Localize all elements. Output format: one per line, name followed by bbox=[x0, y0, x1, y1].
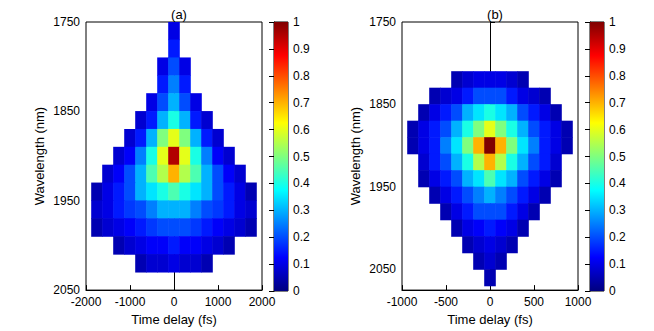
svg-text:0: 0 bbox=[487, 295, 494, 309]
svg-text:0: 0 bbox=[293, 284, 300, 298]
svg-text:0.8: 0.8 bbox=[609, 69, 626, 83]
svg-text:1850: 1850 bbox=[369, 97, 396, 111]
svg-text:Time delay (fs): Time delay (fs) bbox=[131, 312, 216, 327]
svg-text:0.7: 0.7 bbox=[293, 96, 310, 110]
svg-text:-1000: -1000 bbox=[115, 295, 146, 309]
svg-text:1: 1 bbox=[293, 15, 300, 29]
svg-text:1: 1 bbox=[609, 15, 616, 29]
svg-text:1850: 1850 bbox=[53, 104, 80, 118]
svg-text:2000: 2000 bbox=[249, 295, 276, 309]
svg-text:1000: 1000 bbox=[205, 295, 232, 309]
svg-text:0.5: 0.5 bbox=[609, 150, 626, 164]
svg-text:0.6: 0.6 bbox=[293, 123, 310, 137]
svg-text:-1000: -1000 bbox=[387, 295, 418, 309]
svg-text:2050: 2050 bbox=[369, 262, 396, 276]
svg-text:0.1: 0.1 bbox=[609, 257, 626, 271]
svg-text:0.1: 0.1 bbox=[293, 257, 310, 271]
svg-text:0: 0 bbox=[171, 295, 178, 309]
svg-text:1950: 1950 bbox=[369, 180, 396, 194]
svg-text:0.6: 0.6 bbox=[609, 123, 626, 137]
svg-text:0.4: 0.4 bbox=[609, 176, 626, 190]
svg-text:2050: 2050 bbox=[53, 283, 80, 298]
svg-text:0.2: 0.2 bbox=[609, 230, 626, 244]
svg-text:0.2: 0.2 bbox=[293, 230, 310, 244]
svg-text:(a): (a) bbox=[171, 7, 187, 22]
svg-text:0.9: 0.9 bbox=[609, 42, 626, 56]
svg-text:Wavelength (nm): Wavelength (nm) bbox=[32, 107, 47, 206]
svg-text:500: 500 bbox=[524, 295, 544, 309]
svg-text:(b): (b) bbox=[487, 7, 503, 22]
svg-text:-2000: -2000 bbox=[71, 295, 102, 309]
svg-text:0.9: 0.9 bbox=[293, 42, 310, 56]
svg-text:0.3: 0.3 bbox=[609, 203, 626, 217]
svg-text:0.3: 0.3 bbox=[293, 203, 310, 217]
svg-text:1000: 1000 bbox=[565, 295, 592, 309]
svg-text:0.8: 0.8 bbox=[293, 69, 310, 83]
svg-text:Wavelength (nm): Wavelength (nm) bbox=[348, 107, 363, 206]
svg-text:Time delay (fs): Time delay (fs) bbox=[447, 312, 532, 327]
svg-text:0.5: 0.5 bbox=[293, 150, 310, 164]
svg-text:1750: 1750 bbox=[53, 15, 80, 29]
svg-text:1750: 1750 bbox=[369, 15, 396, 29]
svg-text:1950: 1950 bbox=[53, 194, 80, 208]
svg-text:0.7: 0.7 bbox=[609, 96, 626, 110]
svg-text:-500: -500 bbox=[434, 295, 458, 309]
svg-text:0: 0 bbox=[609, 284, 616, 298]
svg-text:0.4: 0.4 bbox=[293, 176, 310, 190]
